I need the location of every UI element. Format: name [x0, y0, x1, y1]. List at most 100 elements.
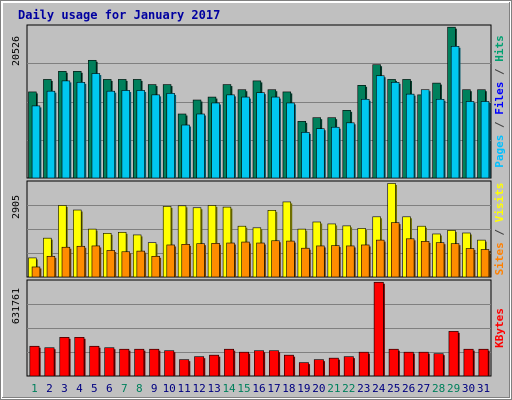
bar-files-day-7 [121, 90, 132, 179]
bar-files-day-28 [435, 98, 446, 179]
bar-files-day-26 [405, 93, 416, 179]
bar-kbytes-day-29 [448, 331, 460, 377]
bar-sites-day-28 [435, 242, 446, 278]
panel-kbytes: 631761 KBytes [11, 279, 506, 377]
bar-sites-day-11 [181, 244, 192, 278]
bar-files-day-3 [61, 80, 72, 179]
bar-sites-day-27 [420, 241, 431, 278]
x-axis-day-labels: 1 2 3 4 5 6 7 8 9 10 11 12 13 14 15 16 17 18 19 20 21 22 23 24 2… [31, 382, 490, 395]
bar-kbytes-day-7 [119, 348, 131, 377]
panel-hits_files_pages: 20526 Pages / Files / Hits [11, 24, 506, 179]
bar-files-day-30 [465, 101, 476, 179]
x-tick-label-day-11: 11 [178, 382, 191, 395]
bar-sites-day-29 [450, 243, 461, 278]
bar-kbytes-day-9 [149, 348, 161, 377]
panel-legend-label: Pages / Files / Hits [493, 35, 506, 168]
bar-sites-day-10 [166, 244, 177, 278]
bar-files-day-10 [166, 93, 177, 179]
x-tick-label-day-14: 14 [222, 382, 236, 395]
panel-legend-label: KBytes [493, 308, 506, 348]
legend-part: Sites [493, 242, 506, 275]
bar-files-day-22 [346, 122, 356, 179]
bar-sites-day-6 [106, 250, 117, 278]
legend-part: / [493, 62, 506, 82]
x-tick-label-day-1: 1 [31, 382, 38, 395]
bar-sites-day-22 [346, 245, 356, 278]
x-tick-label-day-27: 27 [417, 382, 430, 395]
bar-kbytes-day-14 [224, 348, 236, 377]
bar-sites-day-1 [31, 266, 42, 278]
legend-part: Hits [493, 35, 506, 62]
x-tick-label-day-18: 18 [282, 382, 295, 395]
legend-part: KBytes [493, 308, 506, 348]
bar-files-day-21 [331, 126, 341, 179]
bar-kbytes-day-11 [179, 359, 191, 377]
bar-files-day-16 [256, 92, 266, 179]
bar-sites-day-4 [76, 245, 87, 278]
bar-sites-day-16 [256, 242, 266, 278]
x-tick-label-day-13: 13 [207, 382, 220, 395]
series-sites [31, 222, 491, 278]
bar-sites-day-26 [405, 238, 416, 278]
bar-sites-day-24 [376, 239, 386, 278]
x-tick-label-day-2: 2 [46, 382, 53, 395]
bar-files-day-5 [91, 73, 102, 179]
bar-kbytes-day-27 [418, 351, 430, 377]
y-max-label: 631761 [11, 288, 22, 324]
bar-kbytes-day-5 [89, 345, 101, 377]
x-tick-label-day-30: 30 [462, 382, 475, 395]
bar-kbytes-day-25 [388, 348, 400, 377]
legend-part: Pages [493, 135, 506, 168]
x-tick-label-day-20: 20 [312, 382, 325, 395]
bar-kbytes-day-17 [269, 350, 281, 377]
x-tick-label-day-19: 19 [297, 382, 310, 395]
bar-sites-day-8 [136, 250, 147, 278]
bar-sites-day-31 [480, 249, 491, 278]
y-max-label: 20526 [11, 36, 22, 66]
bar-sites-day-19 [301, 247, 311, 278]
bar-kbytes-day-12 [194, 356, 206, 377]
x-tick-label-day-5: 5 [91, 382, 98, 395]
bar-sites-day-5 [91, 245, 102, 278]
bar-kbytes-day-1 [29, 345, 41, 377]
x-tick-label-day-15: 15 [237, 382, 250, 395]
x-tick-label-day-3: 3 [61, 382, 68, 395]
bar-kbytes-day-6 [104, 347, 116, 377]
bar-files-day-18 [286, 102, 296, 179]
bar-kbytes-day-22 [343, 356, 355, 377]
x-tick-label-day-9: 9 [151, 382, 158, 395]
series-kbytes [29, 281, 490, 377]
bar-sites-day-17 [271, 240, 281, 278]
chart-title: Daily usage for January 2017 [18, 8, 220, 22]
legend-part: / [493, 222, 506, 242]
bar-kbytes-day-18 [283, 354, 296, 377]
bar-files-day-4 [76, 82, 87, 179]
bar-kbytes-day-31 [478, 348, 490, 377]
bar-files-day-13 [211, 102, 221, 179]
bar-kbytes-day-26 [403, 351, 415, 377]
bar-files-day-27 [420, 89, 431, 179]
bar-kbytes-day-4 [74, 337, 86, 377]
bar-kbytes-day-19 [298, 362, 311, 377]
x-tick-label-day-29: 29 [447, 382, 460, 395]
bar-sites-day-25 [391, 222, 401, 278]
x-tick-label-day-17: 17 [267, 382, 280, 395]
x-tick-label-day-28: 28 [432, 382, 445, 395]
bar-sites-day-9 [151, 255, 162, 278]
bar-sites-day-13 [211, 243, 221, 278]
x-tick-label-day-31: 31 [477, 382, 490, 395]
x-tick-label-day-23: 23 [357, 382, 370, 395]
bar-files-day-20 [316, 128, 326, 179]
x-tick-label-day-16: 16 [252, 382, 265, 395]
bar-files-day-15 [241, 96, 251, 179]
bar-files-day-19 [301, 132, 311, 179]
bar-files-day-29 [450, 46, 461, 179]
bar-kbytes-day-20 [313, 359, 326, 377]
bar-sites-day-2 [46, 255, 57, 278]
bar-files-day-2 [46, 90, 57, 179]
x-tick-label-day-10: 10 [163, 382, 176, 395]
bar-sites-day-14 [226, 242, 236, 278]
x-tick-label-day-8: 8 [136, 382, 143, 395]
bar-files-day-31 [480, 101, 491, 179]
bar-files-day-25 [391, 82, 401, 179]
